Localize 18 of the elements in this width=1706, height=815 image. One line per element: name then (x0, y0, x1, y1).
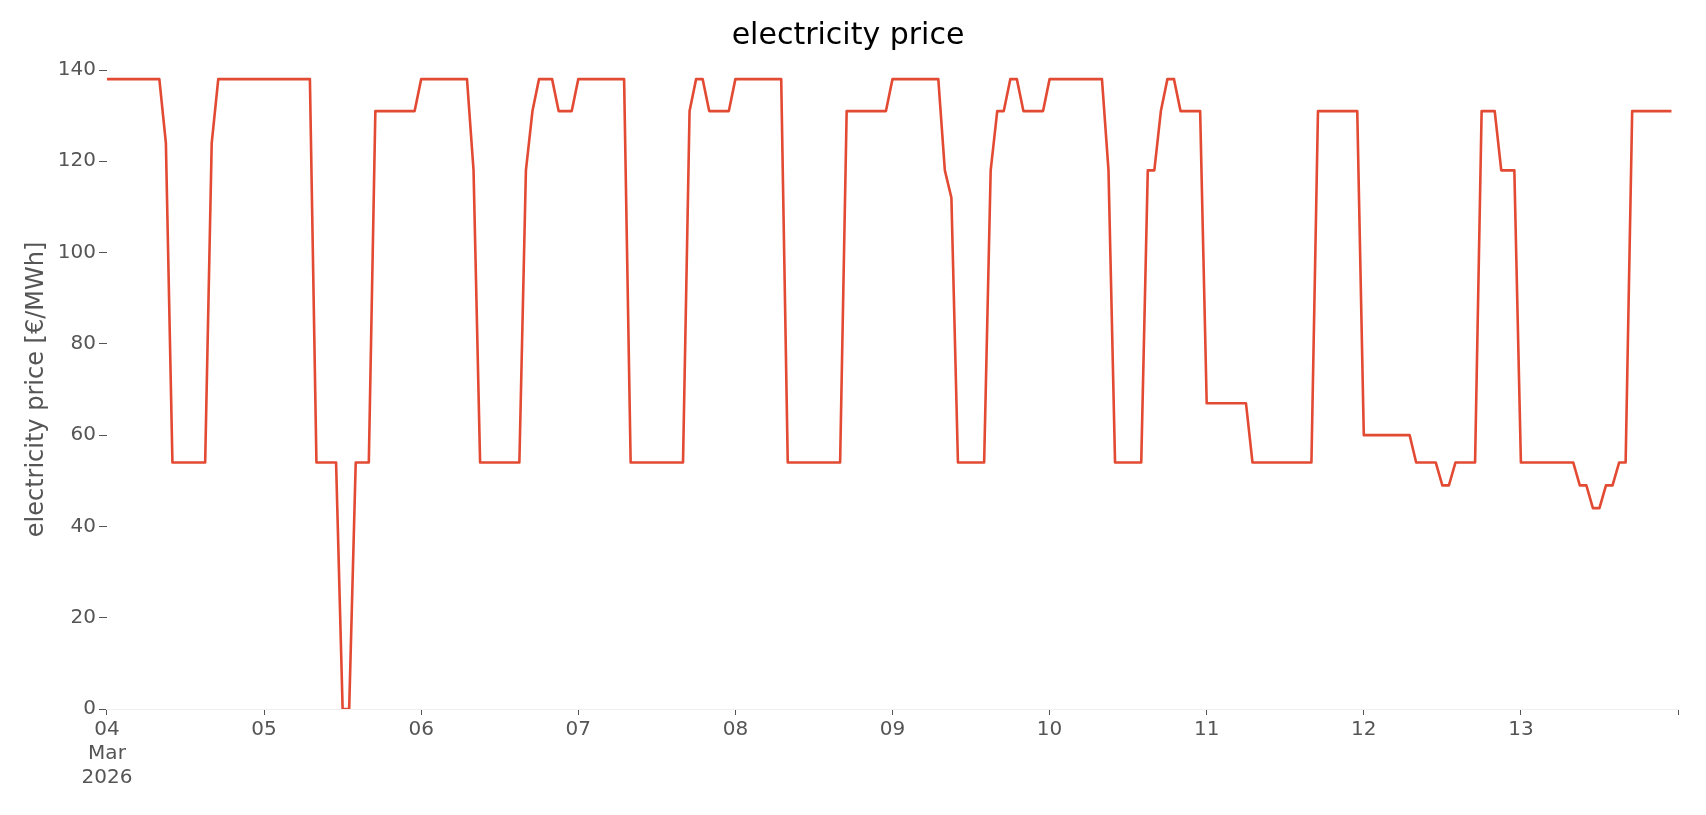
x-tick-label: 08 (722, 716, 749, 741)
x-tick-label: 05 (251, 716, 277, 741)
y-tick-label: 100 (57, 238, 96, 263)
x-tick-label: 11 (1193, 716, 1220, 741)
y-tick-label: 80 (70, 330, 96, 355)
y-tick-label: 20 (70, 603, 96, 628)
chart-title: electricity price (731, 15, 965, 51)
x-tick-label: 12 (1351, 716, 1377, 741)
y-tick-label: 140 (57, 56, 96, 81)
x-tick-label: 10 (1036, 716, 1063, 741)
x-tick-label: 07 (565, 716, 592, 741)
y-tick-label: 120 (57, 147, 96, 172)
x-tick-label: 06 (408, 716, 434, 741)
y-tick-label: 40 (70, 512, 96, 537)
x-tick-label: 09 (879, 716, 906, 741)
x-tick-label: 13 (1508, 716, 1534, 741)
y-axis-title: electricity price [€/MWh] (20, 241, 49, 538)
y-tick-label: 60 (70, 421, 96, 446)
